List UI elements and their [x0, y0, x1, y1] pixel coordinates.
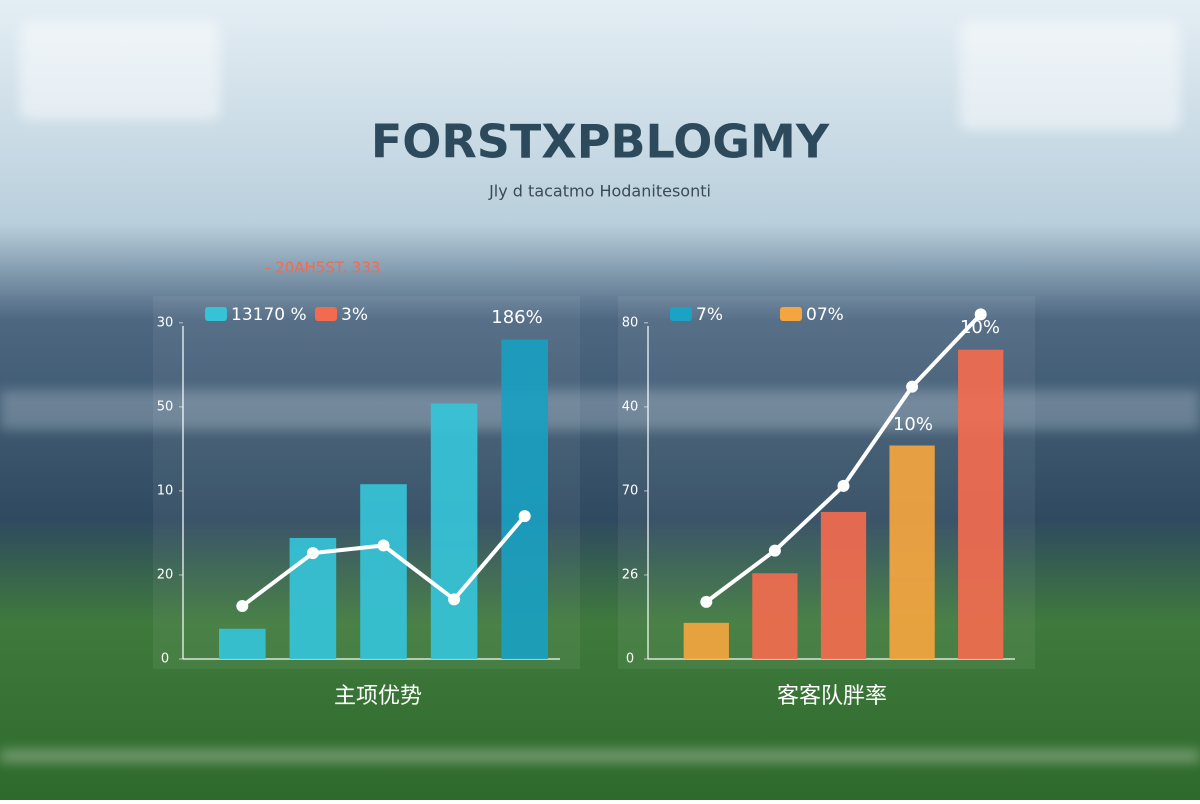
chart-label: 客客队胖率: [777, 684, 887, 709]
y-tick-label: 0: [626, 652, 634, 667]
bar: [430, 403, 478, 659]
bar: [360, 484, 407, 659]
annotation: 10%: [893, 414, 933, 435]
y-tick-label: 0: [161, 652, 169, 667]
bar: [820, 511, 867, 659]
subtitle: Jly d tacatmo Hodanitesonti: [488, 182, 711, 201]
legend-swatch: [670, 307, 692, 321]
legend-label: 3%: [341, 305, 368, 325]
legend-swatch: [205, 307, 227, 321]
bar: [958, 349, 1004, 659]
line-point: [837, 479, 850, 492]
line-point: [236, 600, 249, 613]
y-tick-label: 80: [622, 315, 639, 330]
y-tick-label: 70: [622, 483, 639, 498]
line-point: [700, 595, 713, 608]
y-tick-label: 50: [157, 399, 174, 414]
line-point: [377, 539, 390, 552]
y-tick-label: 20: [157, 567, 174, 582]
annotation: - 20AH5ST. 333: [265, 259, 380, 277]
line-point: [974, 308, 987, 321]
legend-swatch: [315, 307, 337, 321]
line-point: [768, 544, 781, 557]
y-tick-label: 30: [157, 315, 174, 330]
bar: [219, 628, 266, 659]
y-tick-label: 40: [622, 399, 639, 414]
line-point: [518, 510, 531, 523]
legend-label: 7%: [696, 305, 723, 325]
line-point: [906, 380, 919, 393]
title: FORSTXPBLOGMY: [371, 115, 830, 169]
bar: [889, 445, 935, 659]
line-point: [448, 593, 461, 606]
legend-swatch: [780, 307, 802, 321]
chart-label: 主项优势: [334, 684, 422, 709]
charts: 0 20 10 50 30 13170 % 3% 186% 主项优势 0 26 70 40 80 7% 07%…: [153, 296, 1035, 709]
annotation: 10%: [960, 317, 1000, 338]
legend-label: 13170 %: [231, 305, 307, 325]
y-tick-label: 26: [622, 567, 639, 582]
bar: [683, 622, 729, 659]
bar: [501, 339, 548, 659]
annotation: 186%: [491, 307, 542, 328]
y-tick-label: 10: [157, 483, 174, 498]
legend-label: 07%: [806, 305, 844, 325]
bar: [752, 573, 798, 659]
line-point: [306, 547, 319, 560]
